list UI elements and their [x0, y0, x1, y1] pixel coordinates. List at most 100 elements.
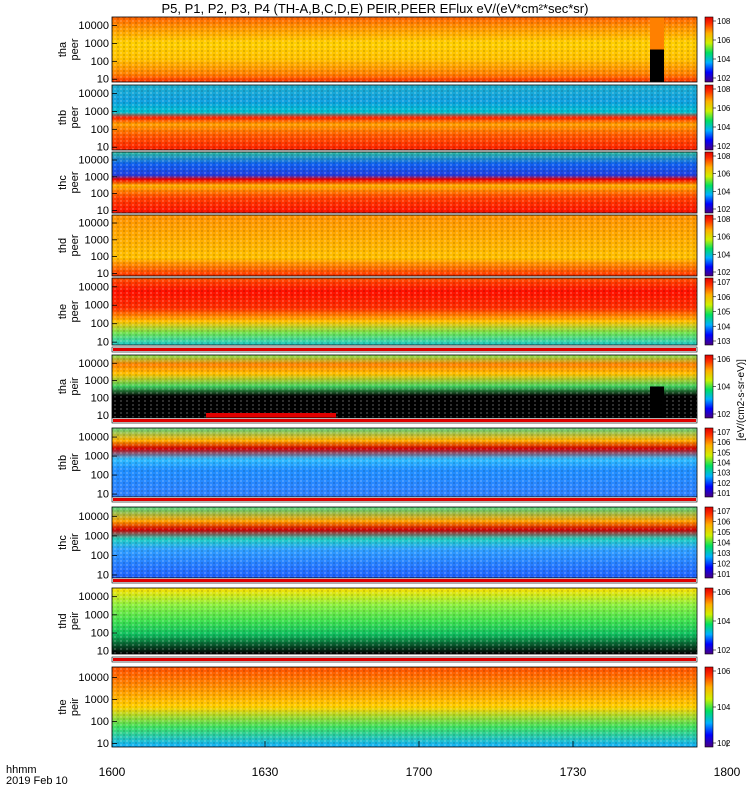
low-energy-feature [206, 413, 336, 418]
spectrogram-noise [112, 428, 697, 497]
y-tick-label: 100 [91, 470, 109, 482]
colorbar-tick-label: 106 [717, 104, 731, 113]
y-axis-label: peer [69, 300, 81, 322]
colorbar [704, 16, 714, 83]
y-tick-label: 10000 [78, 218, 109, 230]
y-tick-label: 100 [91, 628, 109, 640]
y-axis-label: tha [57, 41, 69, 57]
y-axis-label: tha [57, 378, 69, 394]
y-tick-label: 10000 [78, 511, 109, 523]
colorbar-tick-label: 108 [717, 17, 731, 26]
colorbar-tick-label: 102 [717, 410, 731, 419]
colorbar-tick-label: 102 [717, 739, 731, 748]
y-tick-label: 10000 [78, 672, 109, 684]
colorbar-tick-label: 106 [717, 518, 731, 527]
y-tick-label: 100 [91, 716, 109, 728]
y-tick-label: 10 [97, 738, 109, 750]
y-axis-label: thd [57, 238, 69, 253]
y-tick-label: 1000 [85, 171, 109, 183]
y-axis-label: peer [69, 38, 81, 60]
colorbar-tick-label: 105 [717, 448, 731, 457]
separator-stripe [113, 348, 696, 351]
colorbar-tick-label: 106 [717, 170, 731, 179]
colorbar-tick-label: 107 [717, 278, 731, 287]
colorbar-tick-label: 106 [717, 233, 731, 242]
figure-title: P5, P1, P2, P3, P4 (TH-A,B,C,D,E) PEIR,P… [161, 1, 589, 16]
y-axis-label: the [57, 304, 69, 319]
y-tick-label: 1000 [85, 300, 109, 312]
time-axis-label: hhmm 2019 Feb 10 [6, 765, 68, 787]
colorbar-tick-label: 101 [717, 489, 731, 498]
spectrogram-noise [112, 507, 697, 578]
colorbar [704, 214, 714, 277]
y-axis-label: peir [69, 377, 81, 396]
y-tick-label: 10000 [78, 155, 109, 167]
time-axis-label-line1: hhmm [6, 764, 37, 776]
y-tick-label: 100 [91, 188, 109, 200]
colorbar-tick-label: 104 [717, 459, 731, 468]
y-tick-label: 10000 [78, 432, 109, 444]
y-tick-label: 1000 [85, 375, 109, 387]
colorbar-tick-label: 106 [717, 667, 731, 676]
colorbar-tick-label: 101 [717, 570, 731, 579]
y-tick-label: 10000 [78, 358, 109, 370]
y-axis-label: thc [57, 535, 69, 550]
y-tick-label: 1000 [85, 38, 109, 50]
y-tick-label: 100 [91, 251, 109, 263]
spectrogram-panel: 10000 1000 100 10 thd peir 106 104 102 [57, 577, 731, 658]
colorbar-tick-label: 102 [717, 646, 731, 655]
colorbar-tick-label: 104 [717, 187, 731, 196]
colorbar [704, 151, 714, 214]
y-axis-label: peer [69, 234, 81, 256]
y-tick-label: 10 [97, 337, 109, 349]
spectrogram-panel: 10000 1000 100 10 tha peir 106 104 102 [57, 346, 731, 422]
colorbar-tick-label: 106 [717, 355, 731, 364]
data-gap [650, 386, 664, 418]
spectrogram-noise [112, 215, 697, 276]
y-tick-label: 1000 [85, 106, 109, 118]
y-tick-label: 10 [97, 489, 109, 501]
y-tick-label: 1000 [85, 530, 109, 542]
y-tick-label: 10 [97, 74, 109, 86]
spectrogram-noise [112, 17, 697, 82]
colorbar-tick-label: 107 [717, 507, 731, 516]
separator-stripe [113, 579, 696, 582]
panel-frame [111, 151, 698, 214]
colorbar-tick-label: 102 [717, 479, 731, 488]
spectrogram-panel: 10000 1000 100 10 the peir 106 104 102 [57, 656, 731, 750]
panel-frame [111, 214, 698, 277]
y-axis-label: thb [57, 110, 69, 125]
panel-frame [111, 666, 698, 748]
y-tick-label: 1000 [85, 609, 109, 621]
y-tick-label: 10 [97, 569, 109, 581]
y-tick-label: 10000 [78, 281, 109, 293]
colorbar [704, 84, 714, 151]
colorbar-tick-label: 102 [717, 268, 731, 277]
panel-frame [111, 84, 698, 151]
y-axis-label: peir [69, 697, 81, 716]
colorbar-tick-label: 106 [717, 36, 731, 45]
colorbar-tick-label: 104 [717, 617, 731, 626]
spectrogram-noise [112, 355, 697, 418]
separator-stripe [113, 658, 696, 661]
x-tick-label: 1700 [405, 765, 433, 779]
y-tick-label: 100 [91, 56, 109, 68]
colorbar-tick-label: 103 [717, 549, 731, 558]
spectrogram-noise [112, 85, 697, 150]
y-tick-label: 10 [97, 410, 109, 422]
colorbar [704, 277, 714, 346]
colorbar-tick-label: 104 [717, 703, 731, 712]
y-axis-label: peir [69, 533, 81, 552]
colorbar-tick-label: 104 [717, 322, 731, 331]
colorbar [704, 587, 714, 655]
x-tick-label: 1800 [713, 765, 741, 779]
y-axis-label: the [57, 699, 69, 714]
panel-frame [111, 16, 698, 83]
y-axis-label: peir [69, 453, 81, 472]
colorbar-tick-label: 106 [717, 438, 731, 447]
x-tick-label: 1600 [98, 765, 126, 779]
colorbar [704, 666, 714, 748]
colorbar-tick-label: 108 [717, 152, 731, 161]
